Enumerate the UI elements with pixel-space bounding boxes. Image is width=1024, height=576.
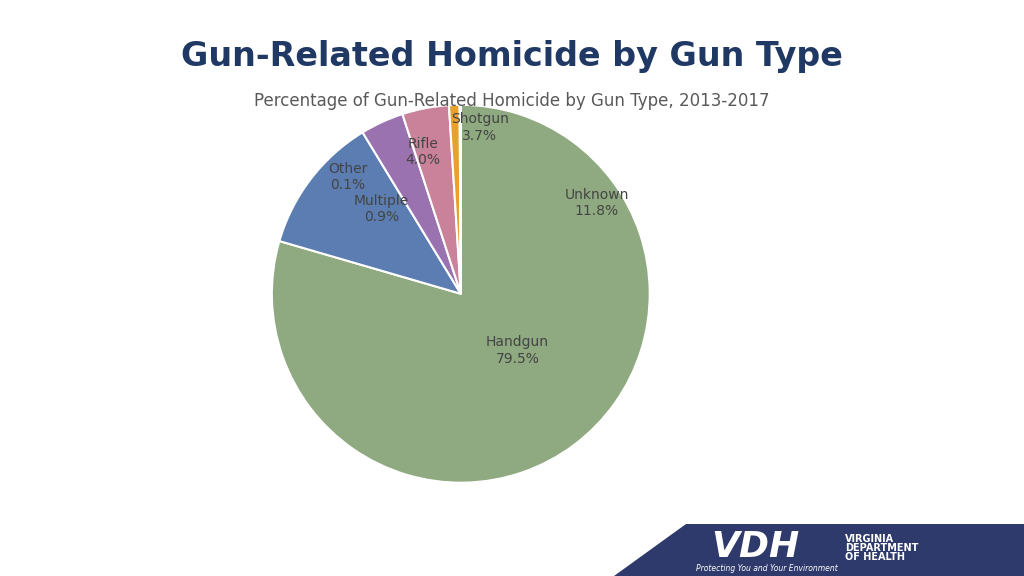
- Text: OF HEALTH: OF HEALTH: [845, 552, 905, 562]
- Text: Rifle
4.0%: Rifle 4.0%: [406, 137, 440, 167]
- Wedge shape: [460, 105, 461, 294]
- Text: Handgun
79.5%: Handgun 79.5%: [486, 335, 549, 366]
- Text: VDH: VDH: [712, 530, 800, 564]
- Wedge shape: [272, 105, 650, 483]
- Text: Percentage of Gun-Related Homicide by Gun Type, 2013-2017: Percentage of Gun-Related Homicide by Gu…: [254, 92, 770, 110]
- Text: Shotgun
3.7%: Shotgun 3.7%: [451, 112, 509, 143]
- Text: Protecting You and Your Environment: Protecting You and Your Environment: [696, 564, 838, 573]
- Polygon shape: [614, 524, 1024, 576]
- Wedge shape: [449, 105, 461, 294]
- Wedge shape: [402, 105, 461, 294]
- Text: Other
0.1%: Other 0.1%: [328, 161, 368, 192]
- Text: Unknown
11.8%: Unknown 11.8%: [564, 188, 629, 218]
- Text: VIRGINIA: VIRGINIA: [845, 534, 894, 544]
- Text: DEPARTMENT: DEPARTMENT: [845, 543, 919, 553]
- Wedge shape: [280, 132, 461, 294]
- Text: Gun-Related Homicide by Gun Type: Gun-Related Homicide by Gun Type: [181, 40, 843, 73]
- Wedge shape: [362, 114, 461, 294]
- Text: Multiple
0.9%: Multiple 0.9%: [354, 194, 409, 224]
